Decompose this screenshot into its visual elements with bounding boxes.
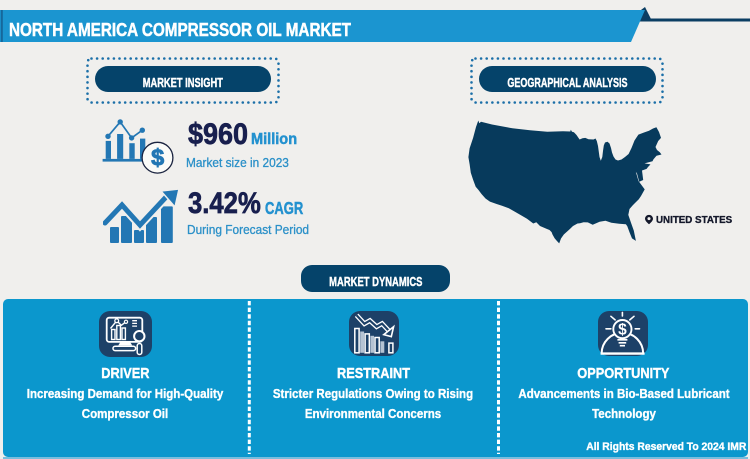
svg-text:$: $ [618,321,627,338]
svg-text:$: $ [151,145,164,171]
